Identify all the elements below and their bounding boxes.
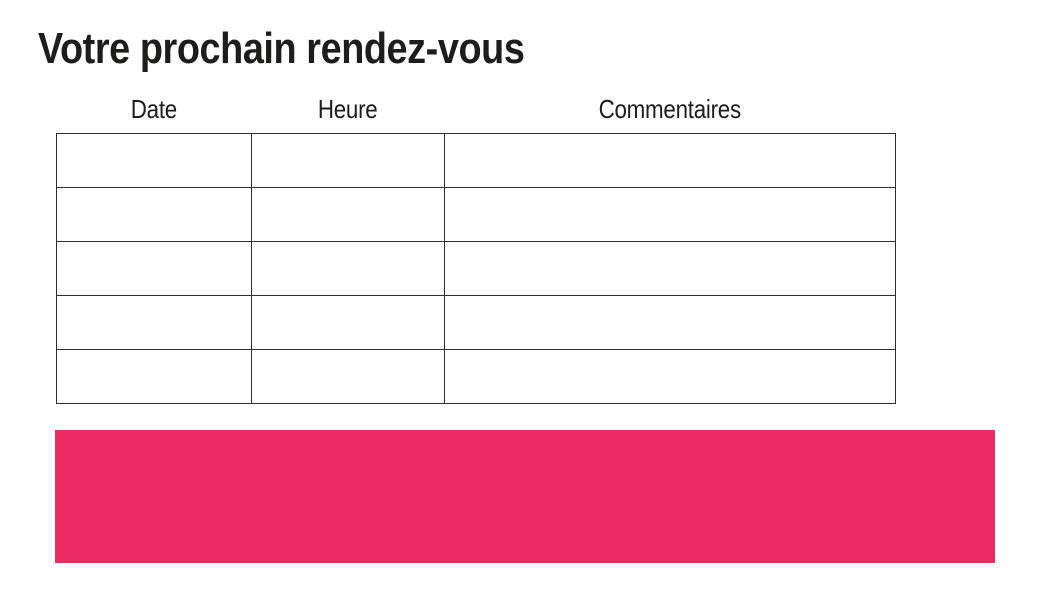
table-row	[56, 241, 896, 296]
table-cell	[56, 187, 252, 242]
table-cell	[444, 133, 896, 188]
column-header-date: Date	[130, 93, 177, 124]
table-cell	[444, 349, 896, 404]
appointments-table	[56, 133, 896, 404]
table-header-row: Date Heure Commentaires	[56, 92, 895, 126]
table-cell	[56, 295, 252, 350]
table-row	[56, 295, 896, 350]
column-header-commentaires: Commentaires	[598, 93, 741, 124]
appointments-table-body	[56, 133, 896, 404]
table-cell	[251, 295, 445, 350]
table-row	[56, 349, 896, 404]
column-header-heure: Heure	[317, 93, 378, 124]
table-cell	[251, 187, 445, 242]
table-row	[56, 133, 896, 188]
table-cell	[251, 133, 445, 188]
table-cell	[251, 349, 445, 404]
page-title: Votre prochain rendez-vous	[38, 24, 525, 73]
table-cell	[56, 349, 252, 404]
table-cell	[251, 241, 445, 296]
table-cell	[444, 187, 896, 242]
table-cell	[56, 241, 252, 296]
table-cell	[444, 295, 896, 350]
table-row	[56, 187, 896, 242]
table-cell	[56, 133, 252, 188]
table-cell	[444, 241, 896, 296]
pink-banner	[55, 430, 995, 563]
